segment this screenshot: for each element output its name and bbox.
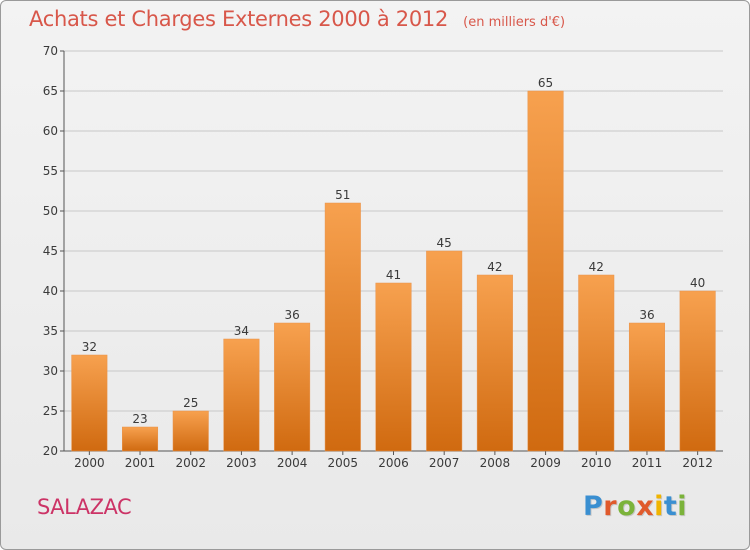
chart-title: Achats et Charges Externes 2000 à 2012	[29, 7, 449, 31]
bar-2000	[71, 354, 108, 452]
bar-2011	[628, 322, 665, 452]
bar-2001	[122, 426, 159, 452]
y-tick-label: 40	[43, 284, 58, 298]
value-label-2008: 42	[487, 260, 502, 274]
value-label-2009: 65	[538, 76, 553, 90]
logo-letter: i	[677, 491, 688, 522]
value-label-2010: 42	[589, 260, 604, 274]
x-tick-label: 2004	[277, 456, 308, 470]
title-row: Achats et Charges Externes 2000 à 2012 (…	[29, 7, 565, 31]
x-tick-label: 2012	[682, 456, 713, 470]
bar-2006	[375, 282, 412, 452]
x-tick-label: 2003	[226, 456, 257, 470]
value-label-2006: 41	[386, 268, 401, 282]
x-tick-label: 2001	[125, 456, 156, 470]
bar-2012	[679, 290, 716, 452]
x-tick-label: 2005	[328, 456, 359, 470]
y-axis: 20 25 30 35 40 45 50 55 60 65 70	[43, 44, 65, 458]
bar-2002	[172, 410, 209, 452]
value-label-2005: 51	[335, 188, 350, 202]
y-tick-label: 45	[43, 244, 58, 258]
value-label-2001: 23	[132, 412, 147, 426]
bar-2009	[527, 90, 564, 452]
bar-2007	[426, 250, 463, 452]
x-tick-label: 2008	[480, 456, 511, 470]
logo-letter: x	[636, 491, 655, 522]
bar-2004	[274, 322, 311, 452]
y-tick-label: 70	[43, 44, 58, 58]
logo-letter: P	[583, 491, 604, 522]
x-tick-label: 2009	[530, 456, 561, 470]
bar-2003	[223, 338, 260, 452]
value-label-2007: 45	[437, 236, 452, 250]
bars	[71, 90, 716, 452]
proxiti-logo[interactable]: Proxiti	[583, 491, 687, 522]
x-tick-label: 2011	[632, 456, 663, 470]
x-tick-label: 2007	[429, 456, 460, 470]
logo-letter: r	[603, 491, 618, 522]
value-label-2003: 34	[234, 324, 249, 338]
x-tick-label: 2002	[175, 456, 206, 470]
chart-subtitle: (en milliers d'€)	[463, 15, 566, 30]
logo-letter: i	[654, 491, 664, 522]
y-tick-label: 30	[43, 364, 58, 378]
y-tick-label: 50	[43, 204, 58, 218]
bar-2010	[578, 274, 615, 452]
x-tick-label: 2010	[581, 456, 612, 470]
y-tick-label: 35	[43, 324, 58, 338]
value-label-2000: 32	[82, 340, 97, 354]
y-tick-label: 55	[43, 164, 58, 178]
value-label-2004: 36	[284, 308, 299, 322]
bar-2005	[324, 202, 361, 452]
x-tick-label: 2006	[378, 456, 409, 470]
logo-letter: o	[617, 491, 637, 522]
commune-name: SALAZAC	[37, 495, 132, 519]
bar-2008	[476, 274, 513, 452]
x-axis: 2000 2001 2002 2003 2004 2005 2006 2007 2008 2009…	[64, 450, 723, 470]
y-tick-label: 20	[43, 444, 58, 458]
y-tick-label: 60	[43, 124, 58, 138]
value-label-2002: 25	[183, 396, 198, 410]
value-label-2012: 40	[690, 276, 705, 290]
y-tick-label: 25	[43, 404, 58, 418]
x-tick-label: 2000	[74, 456, 105, 470]
value-label-2011: 36	[639, 308, 654, 322]
value-labels: 32 23 25 34 36 51 41 45 42 65 42 36 40	[82, 76, 706, 426]
logo-letter: t	[663, 491, 678, 522]
y-tick-label: 65	[43, 84, 58, 98]
